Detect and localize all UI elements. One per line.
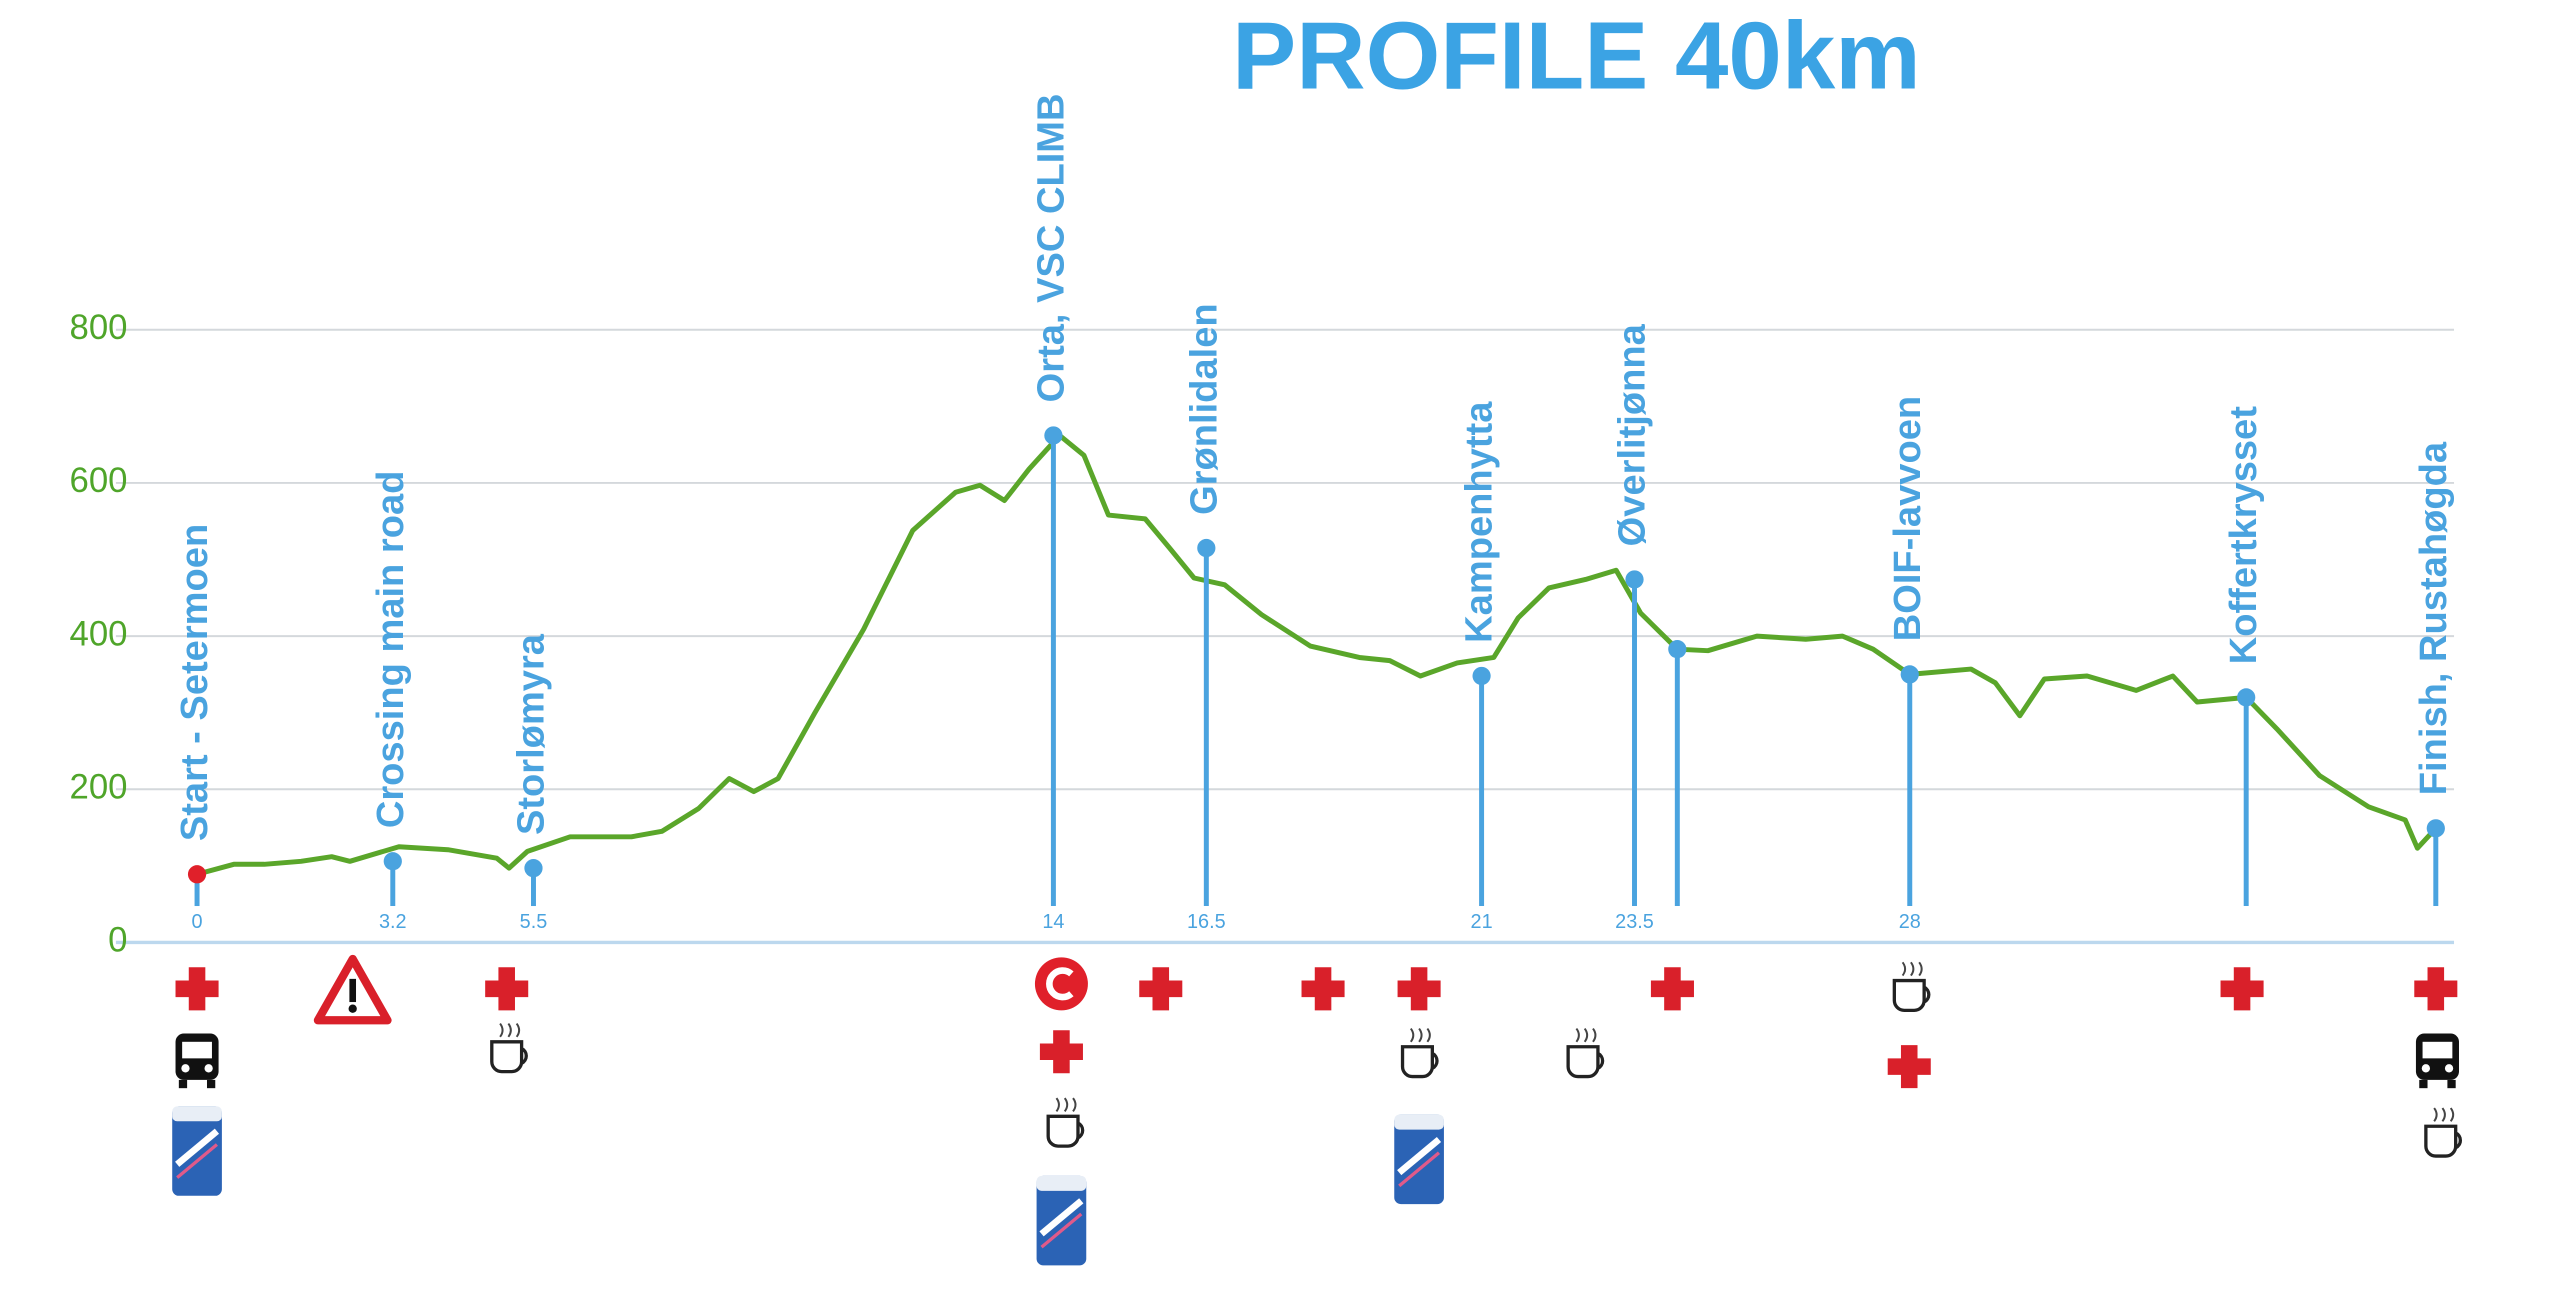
- waypoint-dot: [1625, 570, 1644, 589]
- first-aid-icon: [1887, 1045, 1931, 1089]
- coffee-icon: [1400, 1045, 1439, 1079]
- wax-stripe: [176, 1143, 218, 1179]
- bus-light: [2421, 1064, 2431, 1073]
- first-aid-icon: [1397, 967, 1441, 1011]
- bus-light: [2444, 1064, 2454, 1073]
- waypoint-dot: [1668, 640, 1687, 659]
- wax-stripe: [1398, 1151, 1441, 1188]
- first-aid-icon: [2220, 967, 2264, 1011]
- waypoint-dot: [2426, 819, 2445, 838]
- first-aid-icon: [1039, 1030, 1083, 1074]
- wax-cap: [1394, 1114, 1444, 1130]
- waypoint-label: Orta, VSC CLIMB: [1030, 93, 1072, 402]
- y-tick-label: 400: [69, 615, 127, 653]
- wax-stripe: [175, 1128, 220, 1167]
- elevation-line: [196, 432, 2438, 877]
- warning-dot: [348, 1004, 357, 1013]
- y-tick-label: 600: [69, 462, 127, 500]
- waypoint-label: Grønlidalen: [1183, 303, 1225, 515]
- waypoint-label: Finish, Rustahøgda: [2413, 441, 2455, 795]
- y-tick-label: 200: [69, 768, 127, 806]
- first-aid-icon: [1650, 967, 1694, 1011]
- km-label: 21: [1471, 911, 1493, 933]
- waypoint-dot: [1900, 665, 1919, 684]
- waypoint-label: Kampenhytta: [1459, 401, 1501, 643]
- wax-cap: [172, 1106, 222, 1122]
- wax-stripe: [1040, 1212, 1083, 1249]
- bus-light: [181, 1064, 190, 1073]
- amenity-icons: [172, 954, 2462, 1266]
- waypoint-dot: [524, 859, 543, 878]
- wax-cap: [1036, 1175, 1087, 1191]
- waypoint-label: Koffertkrysset: [2223, 406, 2265, 664]
- first-aid-icon: [175, 967, 219, 1011]
- coffee-icon: [1566, 1045, 1605, 1079]
- coffee-steam: [1901, 961, 1923, 977]
- waypoint-label: BOIF-lavvoen: [1887, 396, 1929, 641]
- waypoint-label: Crossing main road: [370, 471, 412, 829]
- coffee-steam: [499, 1022, 521, 1038]
- waypoint-dot: [2237, 688, 2256, 707]
- warning-mark: [349, 978, 357, 1003]
- waypoint-label: Øverlitjønna: [1612, 323, 1654, 546]
- km-label: 16.5: [1187, 911, 1226, 933]
- climb-mark: [1046, 967, 1074, 1001]
- coffee-icon: [2424, 1124, 2462, 1158]
- coffee-icon: [1892, 978, 1931, 1012]
- waypoint-label: Storlømyra: [511, 633, 553, 835]
- y-tick-label: 800: [69, 309, 127, 347]
- bus-window: [2422, 1041, 2453, 1059]
- km-label: 0: [192, 911, 203, 933]
- bus-wheel: [178, 1079, 188, 1089]
- waypoint-dot: [1044, 426, 1063, 445]
- y-tick-label: 0: [108, 922, 127, 960]
- waypoint-dot: [383, 852, 402, 871]
- waypoint-dot: [1197, 538, 1216, 558]
- bus-wheel: [2447, 1079, 2456, 1089]
- first-aid-icon: [1301, 967, 1345, 1011]
- bus-wheel: [2419, 1079, 2428, 1089]
- first-aid-icon: [485, 967, 529, 1011]
- first-aid-icon: [2414, 967, 2458, 1011]
- coffee-steam: [1409, 1027, 1431, 1043]
- coffee-steam: [1055, 1097, 1077, 1112]
- waypoint-dot: [187, 865, 207, 884]
- km-label: 28: [1899, 911, 1921, 933]
- waypoint-dot: [1472, 666, 1491, 686]
- chart-title: PROFILE 40km: [1232, 3, 1920, 110]
- waypoint-label: Start - Setermoen: [174, 524, 216, 841]
- km-label: 23.5: [1615, 911, 1654, 933]
- first-aid-icon: [1139, 967, 1183, 1011]
- coffee-steam: [1575, 1027, 1597, 1043]
- km-label: 3.2: [379, 911, 407, 933]
- climb-icon: [1034, 957, 1088, 1011]
- coffee-icon: [490, 1040, 528, 1074]
- coffee-icon: [1046, 1114, 1085, 1148]
- bus-window: [182, 1041, 212, 1059]
- km-label: 5.5: [520, 911, 548, 933]
- bus-light: [204, 1064, 213, 1073]
- coffee-steam: [2433, 1107, 2455, 1122]
- wax-stripe: [1039, 1198, 1084, 1237]
- km-label: 14: [1042, 911, 1064, 933]
- bus-wheel: [206, 1079, 216, 1089]
- wax-stripe: [1397, 1136, 1442, 1176]
